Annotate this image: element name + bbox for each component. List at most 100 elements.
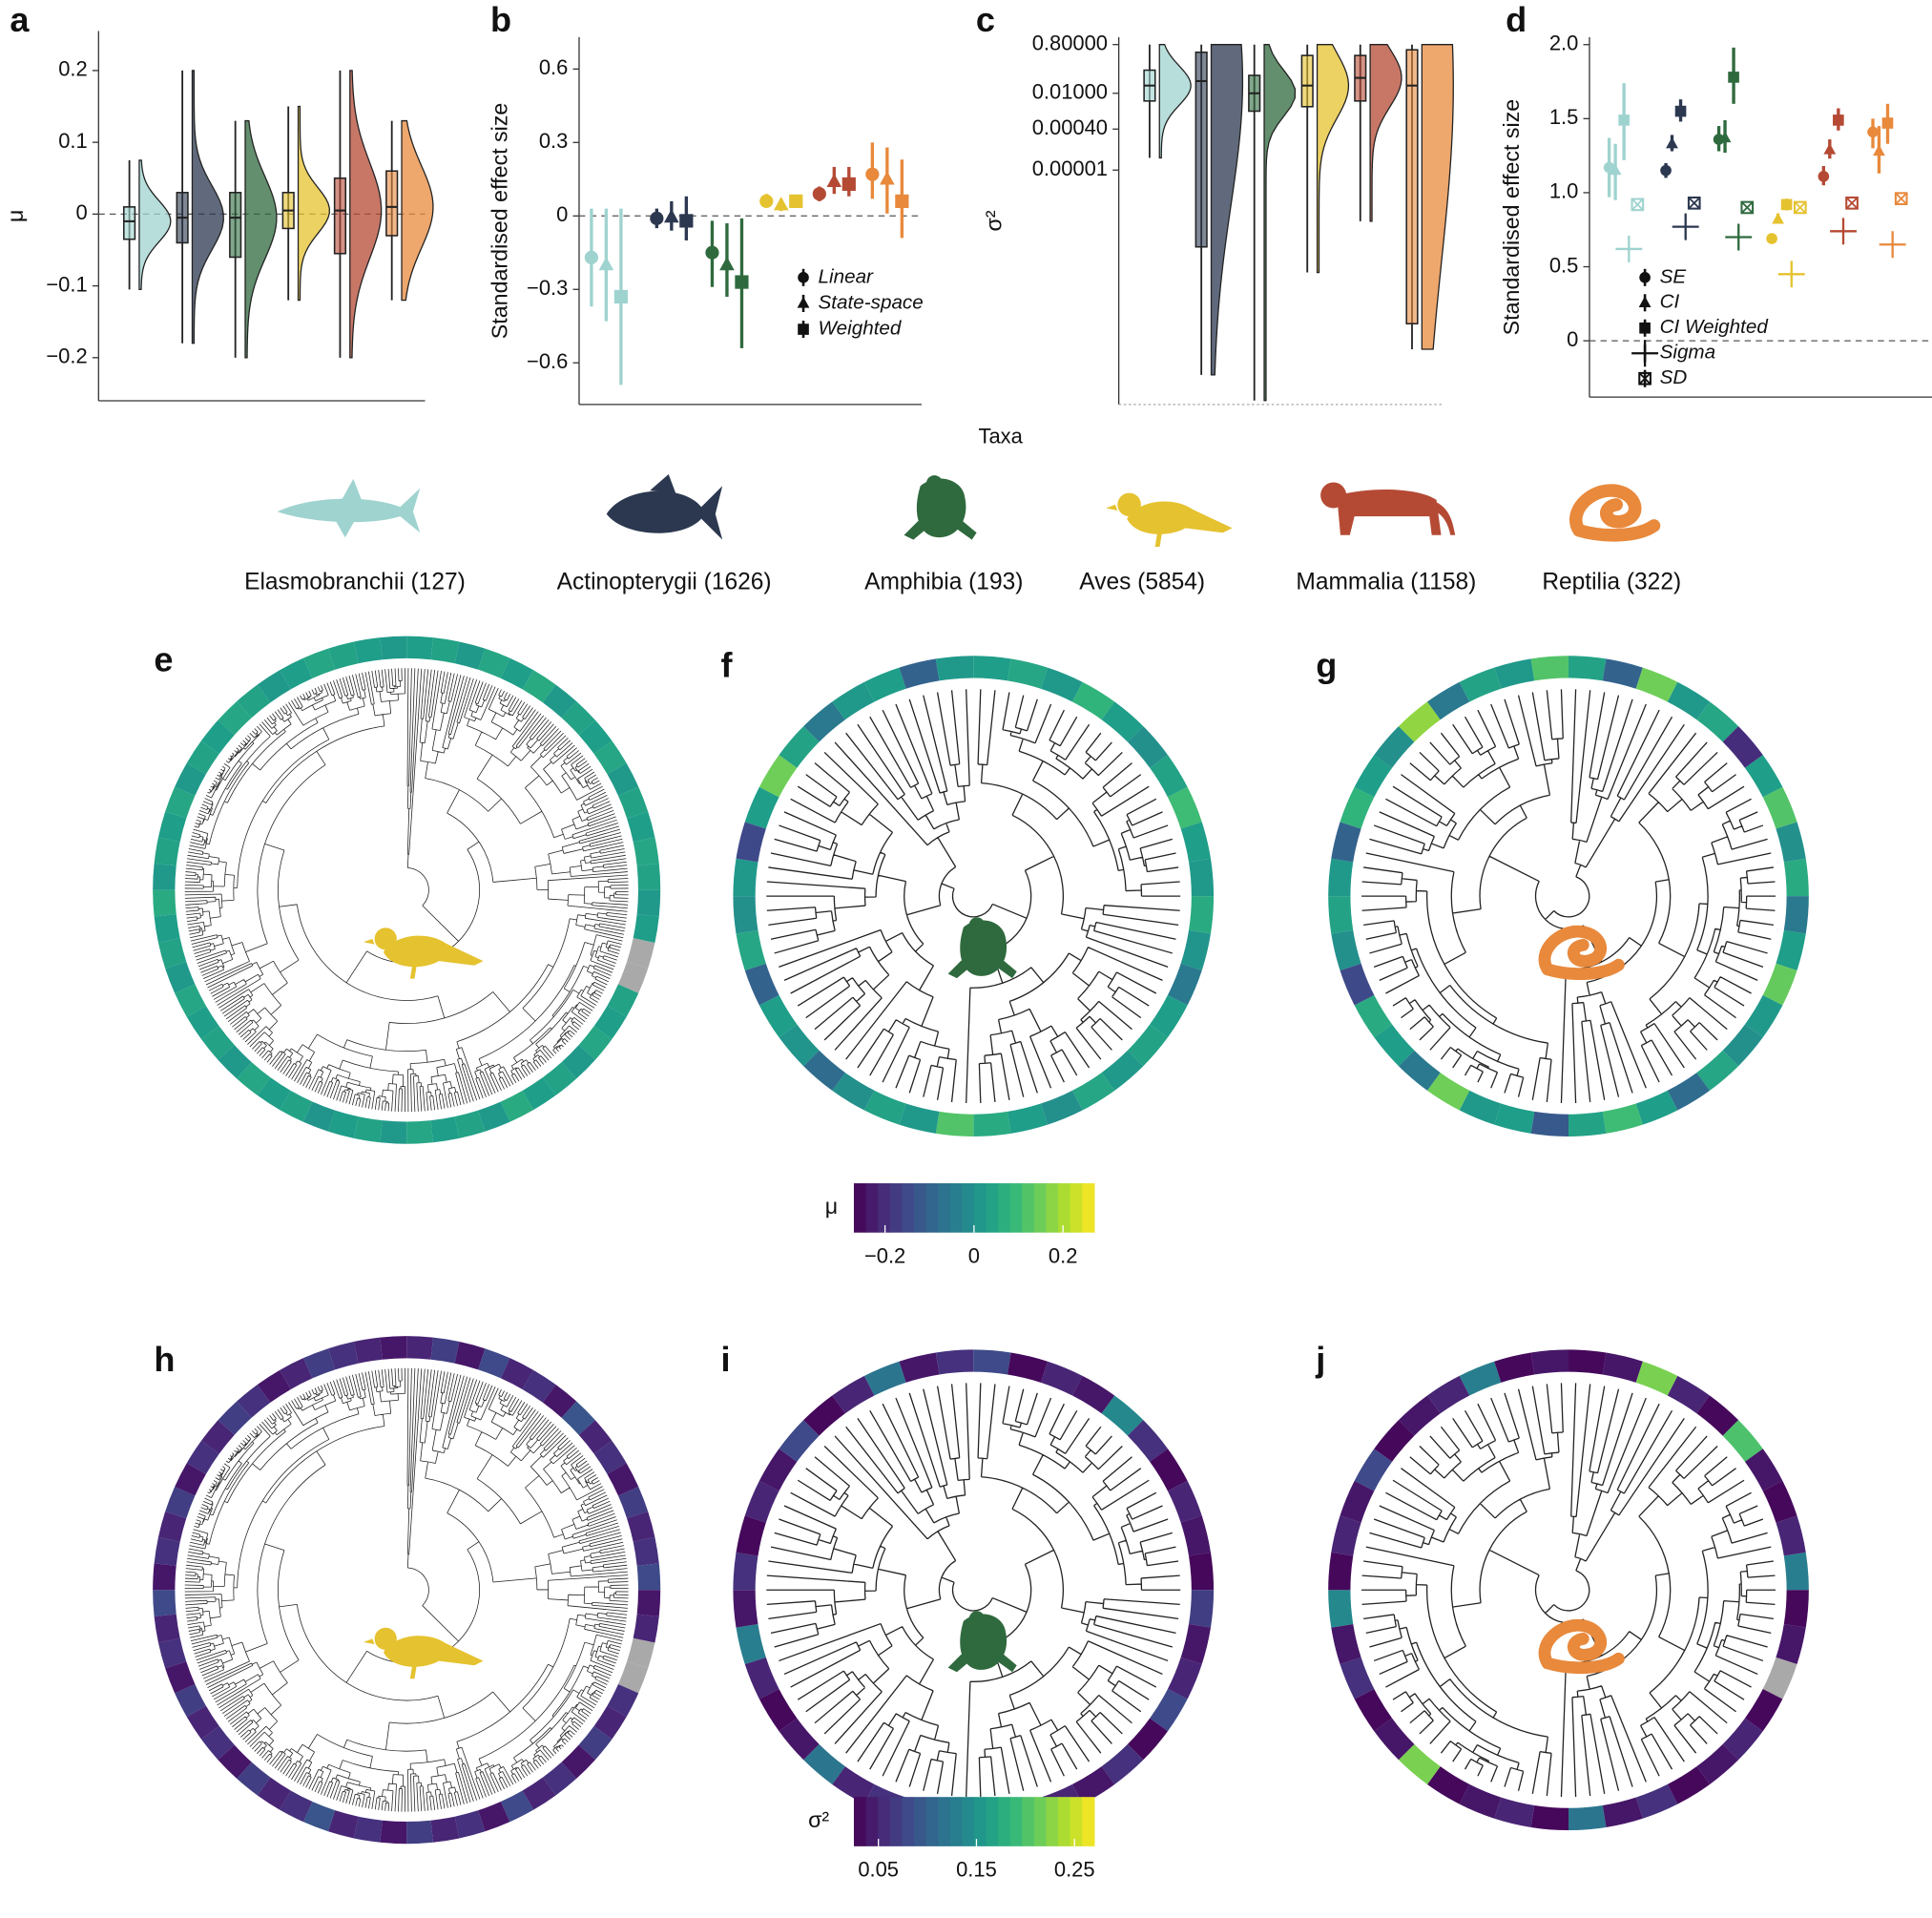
panel-letter: e [154, 639, 173, 678]
ring-segment [1398, 1050, 1441, 1091]
y-tick-label: 0.80000 [1032, 31, 1108, 54]
ring-segment [353, 637, 383, 664]
colorbar-band [1058, 1797, 1071, 1846]
point [1639, 322, 1651, 334]
ring-segment [1696, 1395, 1739, 1436]
legend-label: CI [1660, 291, 1680, 313]
ring-segment [1426, 681, 1470, 720]
ring-segment [175, 1683, 206, 1718]
icon-shape [277, 488, 421, 533]
point [1725, 223, 1753, 251]
ring-segment [175, 1463, 206, 1496]
icon-shape [374, 1627, 397, 1650]
ring-segment [617, 1487, 649, 1519]
ring-segment [1167, 1657, 1202, 1699]
point [1639, 272, 1651, 283]
colorbar-tick-label: 0 [968, 1243, 980, 1267]
ring-segment [302, 1101, 336, 1132]
ring-segment [561, 700, 595, 736]
ring-segment [154, 837, 180, 866]
legend-label: Weighted [819, 318, 903, 340]
ring-segment [154, 1536, 180, 1566]
ring-segment [1189, 1552, 1215, 1591]
ring-segment [280, 1790, 313, 1823]
colorbar-band [889, 1797, 903, 1846]
ring-segment [1568, 1349, 1607, 1375]
ring-segment [1340, 1657, 1375, 1699]
ring-segment [1494, 1103, 1535, 1134]
ring-segment [733, 896, 758, 934]
icon-shape [1338, 489, 1442, 535]
point [1728, 72, 1739, 83]
tree-branches [184, 668, 629, 1113]
icon-shape [1106, 504, 1118, 511]
panel-letter: i [721, 1340, 731, 1379]
ring-segment [1722, 726, 1763, 768]
ring-segment [733, 858, 758, 897]
point-cross [1845, 197, 1859, 210]
ring-segment [327, 1110, 359, 1138]
colorbar-band [949, 1797, 963, 1846]
ring-segment [478, 1101, 510, 1132]
ring-segment [237, 1762, 271, 1796]
colorbar-band [998, 1797, 1011, 1846]
icon-shape [968, 917, 986, 933]
colorbar-band [925, 1797, 939, 1846]
box [1405, 49, 1419, 324]
ring-segment [578, 1725, 613, 1761]
ring-segment [157, 1511, 187, 1542]
icon-shape [968, 1611, 986, 1627]
ring-segment [973, 1349, 1011, 1375]
point-box [1638, 371, 1652, 386]
tree-branches [766, 1383, 1181, 1798]
ring-segment [578, 1420, 613, 1454]
point [705, 245, 719, 260]
ring-segment [1783, 1552, 1809, 1591]
ring-segment [500, 1090, 534, 1122]
ring-segment [380, 636, 407, 660]
ring-segment [406, 636, 433, 660]
colorbar-band [1082, 1183, 1095, 1233]
ring-segment [607, 1463, 639, 1496]
ring-segment [627, 1511, 655, 1542]
ring-segment [327, 641, 359, 670]
ring-segment [1374, 726, 1415, 768]
legend-label: Linear [819, 265, 875, 287]
point [812, 187, 826, 201]
point [735, 275, 749, 289]
point [1615, 235, 1643, 262]
ring-segment [832, 1766, 875, 1804]
ring-segment [1398, 1395, 1441, 1436]
y-tick-label: 0.00040 [1032, 115, 1108, 139]
ring-segment [832, 681, 875, 720]
y-tick-label: −0.1 [46, 272, 87, 296]
icon-shape [1569, 484, 1661, 542]
ring-segment [607, 1683, 639, 1718]
ring-segment [1127, 1420, 1168, 1462]
panel-letter: j [1315, 1340, 1325, 1379]
icon-shape [1117, 492, 1141, 517]
ring-segment [736, 929, 766, 970]
colorbar-tick-label: −0.2 [864, 1243, 905, 1267]
ring-segment [353, 1816, 383, 1843]
violin [349, 70, 383, 359]
taxon-icon [1538, 1619, 1625, 1675]
ring-segment [1776, 1623, 1806, 1665]
ring-segment [1635, 1361, 1678, 1396]
ring-segment [1328, 896, 1354, 934]
tree-branches [1361, 1383, 1776, 1798]
ring-segment [593, 1006, 627, 1040]
colorbar-band [889, 1183, 903, 1233]
ring-segment [636, 1563, 661, 1591]
ring-segment [803, 1743, 845, 1784]
ring-segment [454, 1810, 486, 1839]
ring-segment [380, 1120, 407, 1144]
point [759, 194, 774, 208]
taxon-icon [947, 917, 1017, 979]
ring-segment [617, 1661, 649, 1694]
y-axis-label: Standardised effect size [1499, 99, 1524, 336]
colorbar-band [913, 1183, 927, 1233]
ring-segment [1459, 1783, 1502, 1819]
